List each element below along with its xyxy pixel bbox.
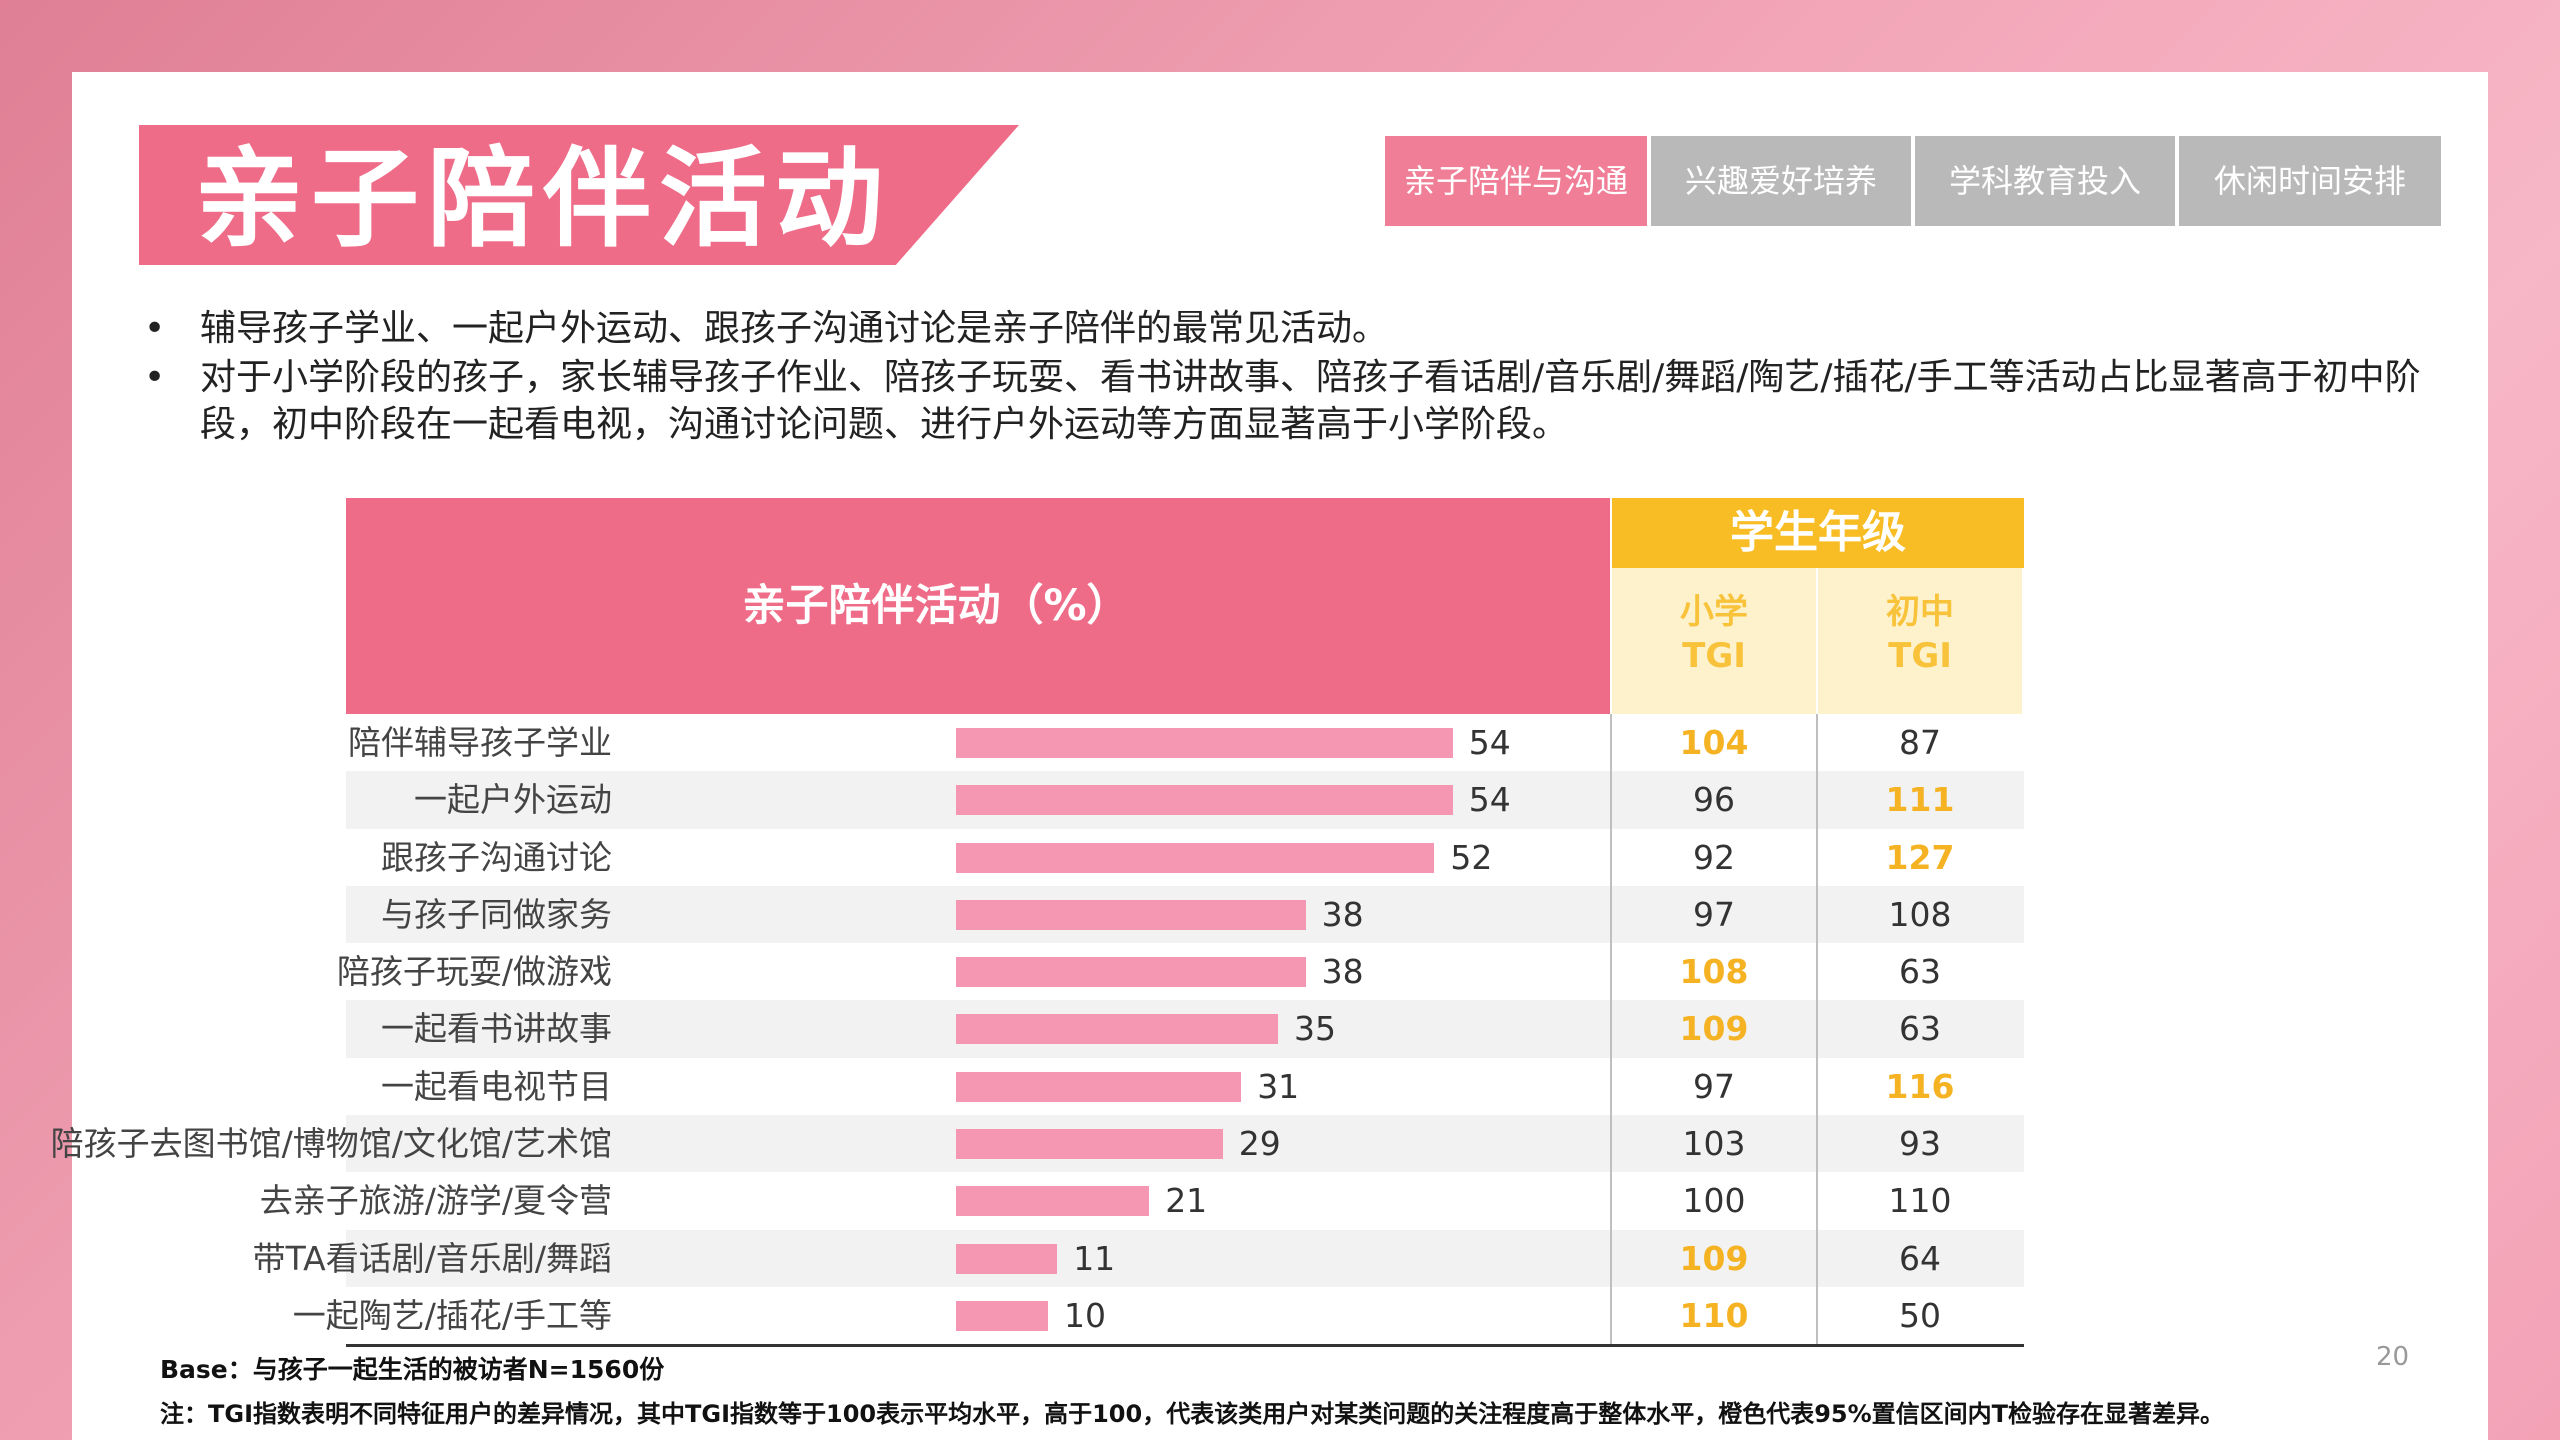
category-label: 与孩子同做家务 — [381, 894, 612, 934]
table-row: 一起陶艺/插花/手工等 10 110 50 — [293, 1287, 2024, 1344]
tgi-middle-label: TGI — [1888, 636, 1952, 676]
bar — [956, 842, 1435, 873]
bar — [956, 1243, 1058, 1274]
tgi-middle-value: 93 — [1899, 1124, 1941, 1164]
table-row: 一起看书讲故事 35 109 63 — [346, 1000, 2024, 1058]
table-row: 跟孩子沟通讨论 52 92 127 — [346, 829, 2024, 886]
tgi-middle-header: 初中 TGI — [1818, 568, 2022, 714]
bar — [956, 899, 1306, 930]
bar — [956, 957, 1306, 988]
category-label: 一起户外运动 — [414, 780, 612, 820]
tgi-middle-value: 63 — [1899, 952, 1941, 992]
tgi-primary-value: 103 — [1682, 1124, 1746, 1164]
chart-header-band — [346, 498, 1610, 714]
category-label: 陪孩子玩耍/做游戏 — [336, 952, 612, 992]
bar — [956, 1129, 1223, 1160]
bullet-marker: • — [144, 308, 166, 349]
page-title: 亲子陪伴活动 — [195, 137, 892, 262]
bar-value-label: 35 — [1294, 1009, 1336, 1049]
tgi-primary-value: 97 — [1693, 894, 1735, 934]
bar-value-label: 38 — [1321, 952, 1364, 992]
table-row: 一起户外运动 54 96 111 — [346, 771, 2024, 829]
table-row: 陪伴辅导孩子学业 54 104 87 — [346, 714, 2024, 771]
bar — [956, 1300, 1048, 1331]
category-label: 陪伴辅导孩子学业 — [348, 723, 612, 762]
category-label: 一起看书讲故事 — [381, 1009, 612, 1049]
bar-value-label: 52 — [1450, 837, 1493, 877]
table-row: 去亲子旅游/游学/夏令营 21 100 110 — [260, 1172, 2024, 1229]
bar — [956, 728, 1453, 758]
bar — [956, 785, 1453, 816]
bullet-marker: • — [144, 357, 166, 398]
tgi-primary-value: 96 — [1693, 780, 1735, 820]
tab-bar: 亲子陪伴与沟通 兴趣爱好培养 学科教育投入 休闲时间安排 — [1385, 136, 2441, 226]
tab-leisure-time[interactable]: 休闲时间安排 — [2179, 136, 2441, 226]
tgi-primary-value: 109 — [1679, 1009, 1749, 1049]
footnote: 注：TGI指数表明不同特征用户的差异情况，其中TGI指数等于100表示平均水平，… — [160, 1400, 2225, 1428]
category-label: 陪孩子去图书馆/博物馆/文化馆/艺术馆 — [50, 1124, 612, 1164]
bullet-item: • 对于小学阶段的孩子，家长辅导孩子作业、陪孩子玩耍、看书讲故事、陪孩子看话剧/… — [140, 354, 2440, 448]
table-bottom-rule — [346, 1344, 2024, 1347]
tgi-primary-value: 104 — [1679, 723, 1749, 762]
tgi-primary-value: 109 — [1679, 1238, 1749, 1278]
category-label: 带TA看话剧/音乐剧/舞蹈 — [252, 1238, 612, 1278]
tgi-middle-value: 63 — [1899, 1009, 1941, 1049]
tgi-primary-value: 97 — [1693, 1066, 1735, 1106]
tgi-middle-value: 116 — [1885, 1066, 1955, 1106]
column-divider — [1816, 714, 1818, 1344]
bar — [956, 1014, 1278, 1045]
category-label: 一起看电视节目 — [381, 1066, 612, 1106]
tgi-group-header: 学生年级 — [1612, 498, 2024, 568]
bullet-text: 对于小学阶段的孩子，家长辅导孩子作业、陪孩子玩耍、看书讲故事、陪孩子看话剧/音乐… — [200, 357, 2421, 445]
tab-hobby-cultivation[interactable]: 兴趣爱好培养 — [1651, 136, 1911, 226]
bar-value-label: 29 — [1238, 1124, 1281, 1164]
category-label: 一起陶艺/插花/手工等 — [292, 1295, 612, 1335]
bar-value-label: 54 — [1468, 780, 1511, 820]
tgi-primary-header: 小学 TGI — [1612, 568, 1816, 714]
bar-value-label: 21 — [1165, 1181, 1208, 1221]
tgi-middle-value: 64 — [1899, 1238, 1941, 1278]
title-banner — [139, 125, 1019, 265]
bar-value-label: 31 — [1257, 1066, 1300, 1106]
table-row: 陪孩子去图书馆/博物馆/文化馆/艺术馆 29 103 93 — [51, 1115, 2024, 1173]
table-row: 带TA看话剧/音乐剧/舞蹈 11 109 64 — [253, 1229, 2024, 1287]
tgi-primary-value: 108 — [1679, 952, 1749, 992]
category-label: 跟孩子沟通讨论 — [381, 837, 612, 877]
table-row: 与孩子同做家务 38 97 108 — [346, 885, 2024, 944]
bar-value-label: 38 — [1321, 894, 1364, 934]
chart-rows: 陪伴辅导孩子学业 54 104 87 一起户外运动 54 96 111 跟孩子沟通讨论 52 92 1… — [51, 714, 2024, 1344]
tgi-middle-value: 108 — [1888, 894, 1952, 934]
tgi-middle-grade: 初中 — [1886, 592, 1954, 632]
bar — [956, 1186, 1150, 1217]
base-note: Base：与孩子一起生活的被访者N=1560份 — [160, 1355, 665, 1384]
column-divider — [1610, 714, 1612, 1344]
bar-value-label: 11 — [1073, 1238, 1116, 1278]
bar-value-label: 10 — [1064, 1295, 1106, 1335]
summary-bullets: • 辅导孩子学业、一起户外运动、跟孩子沟通讨论是亲子陪伴的最常见活动。 • 对于… — [140, 305, 2440, 448]
tgi-middle-value: 50 — [1899, 1295, 1941, 1335]
category-label: 去亲子旅游/游学/夏令营 — [259, 1181, 612, 1221]
tab-parent-child-companionship[interactable]: 亲子陪伴与沟通 — [1385, 136, 1647, 226]
tgi-primary-value: 110 — [1679, 1295, 1749, 1335]
tgi-primary-label: TGI — [1682, 636, 1746, 676]
bullet-text: 辅导孩子学业、一起户外运动、跟孩子沟通讨论是亲子陪伴的最常见活动。 — [200, 308, 1389, 349]
tgi-middle-value: 111 — [1885, 780, 1955, 820]
tab-academic-investment[interactable]: 学科教育投入 — [1915, 136, 2175, 226]
bullet-item: • 辅导孩子学业、一起户外运动、跟孩子沟通讨论是亲子陪伴的最常见活动。 — [140, 305, 2440, 352]
table-row: 陪孩子玩耍/做游戏 38 108 63 — [337, 943, 2024, 1000]
tgi-middle-value: 110 — [1888, 1181, 1952, 1221]
page-number: 20 — [2376, 1342, 2410, 1372]
tgi-middle-value: 127 — [1885, 837, 1955, 877]
tgi-primary-value: 100 — [1682, 1181, 1746, 1221]
chart-title: 亲子陪伴活动（%） — [742, 581, 1130, 631]
tgi-primary-value: 92 — [1693, 837, 1735, 877]
bar — [956, 1071, 1242, 1102]
bar-value-label: 54 — [1468, 723, 1511, 762]
tgi-middle-value: 87 — [1899, 723, 1941, 762]
table-row: 一起看电视节目 31 97 116 — [346, 1058, 2024, 1115]
tgi-primary-grade: 小学 — [1680, 592, 1748, 632]
